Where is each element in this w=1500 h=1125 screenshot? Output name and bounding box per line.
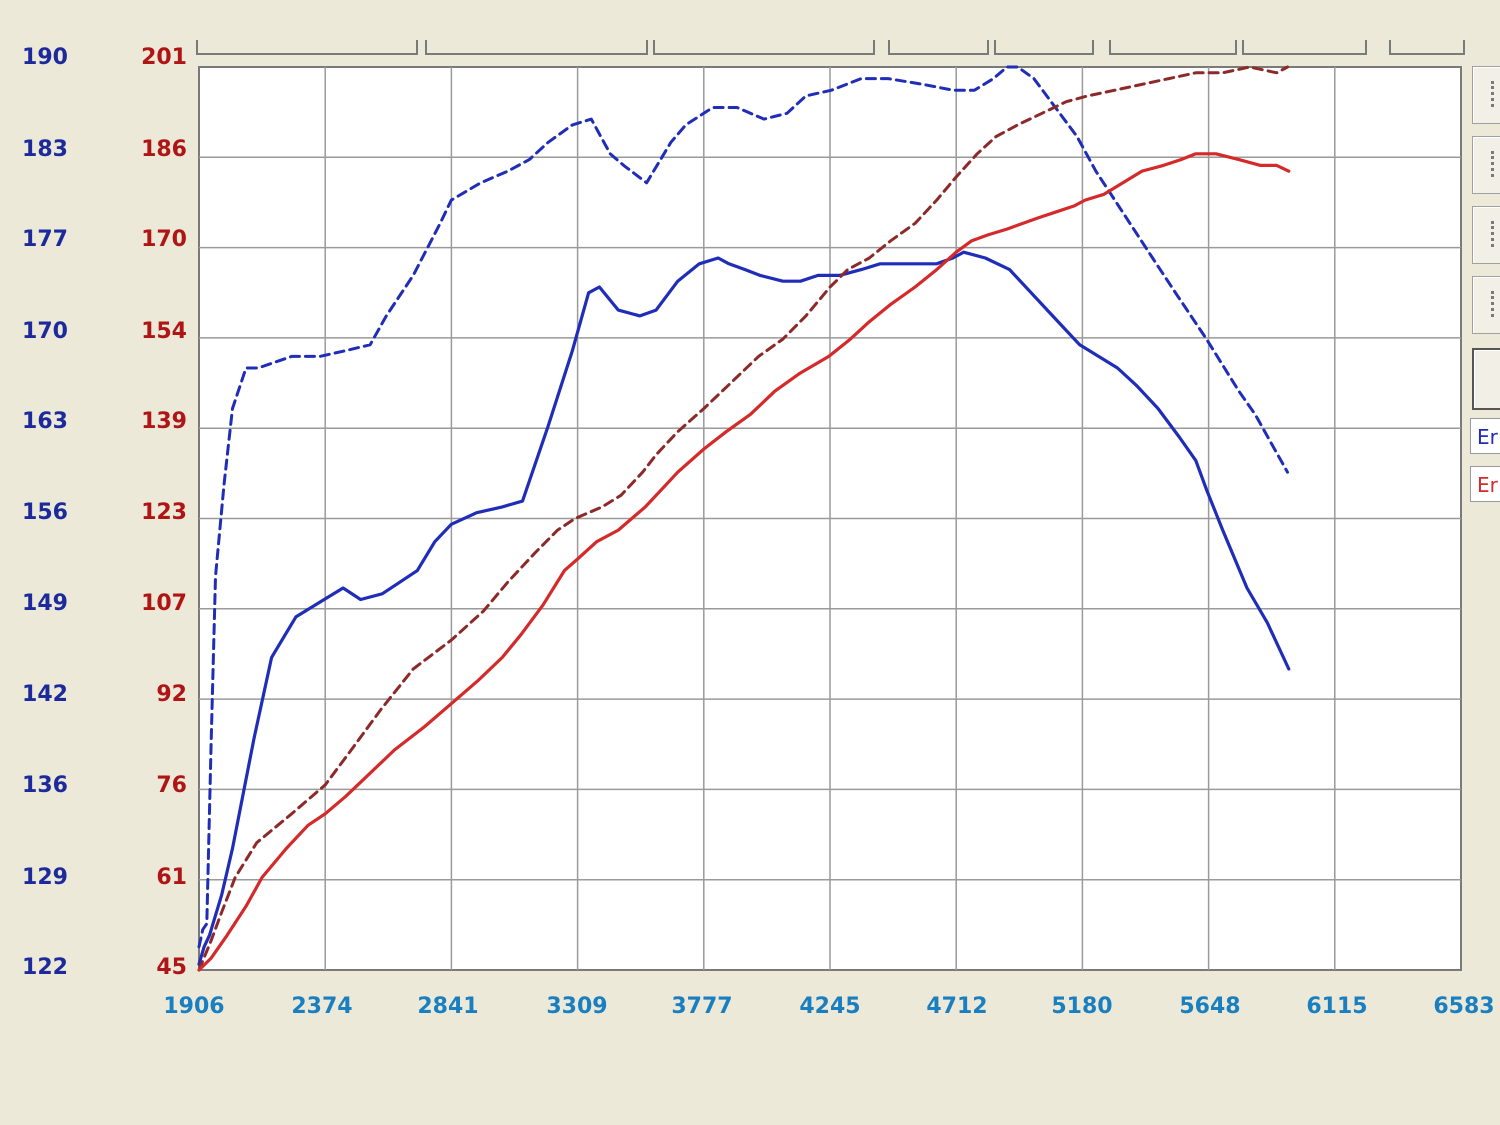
x-tick-label: 4245: [799, 994, 860, 1019]
top-tab[interactable]: [888, 40, 989, 55]
y-tick-label-red: 45: [156, 955, 187, 980]
y-tick-label-blue: 183: [22, 137, 68, 162]
y-tick-label-blue: 170: [22, 319, 68, 344]
top-tab[interactable]: [425, 40, 648, 55]
y-tick-label-red: 107: [141, 591, 187, 616]
x-tick-label: 3777: [671, 994, 732, 1019]
y-tick-label-blue: 149: [22, 591, 68, 616]
legend-label: Er: [1477, 425, 1498, 449]
y-tick-label-red: 201: [141, 45, 187, 70]
y-tick-label-red: 186: [141, 137, 187, 162]
y-tick-label-blue: 190: [22, 45, 68, 70]
top-tab[interactable]: [1109, 40, 1237, 55]
grip-icon: [1491, 291, 1498, 317]
y-tick-label-red: 154: [141, 319, 187, 344]
side-button-4[interactable]: [1472, 276, 1500, 334]
top-tab[interactable]: [994, 40, 1094, 55]
series-line-dark_red-dashed: [197, 65, 1289, 972]
top-tab[interactable]: [1389, 40, 1465, 55]
y-tick-label-red: 92: [156, 682, 187, 707]
side-button-2[interactable]: [1472, 136, 1500, 194]
series-line-blue-dashed: [197, 65, 1289, 949]
y-tick-label-blue: 136: [22, 773, 68, 798]
x-tick-label: 2841: [417, 994, 478, 1019]
x-tick-label: 3309: [546, 994, 607, 1019]
tick-labels: 190 183 177 170 163 156 149 142 136 129 122 201 186 1…: [22, 45, 1495, 1019]
y-tick-label-red: 139: [141, 409, 187, 434]
grip-icon: [1491, 151, 1498, 177]
top-tab[interactable]: [1242, 40, 1367, 55]
series-line-red-solid: [197, 152, 1291, 972]
x-tick-label: 6583: [1433, 994, 1494, 1019]
y-tick-label-blue: 156: [22, 500, 68, 525]
legend-item-red[interactable]: Er: [1470, 466, 1500, 502]
y-tick-label-red: 170: [141, 227, 187, 252]
y-tick-label-blue: 142: [22, 682, 68, 707]
x-tick-label: 2374: [291, 994, 352, 1019]
y-tick-label-blue: 163: [22, 409, 68, 434]
grip-icon: [1491, 81, 1498, 107]
series-line-blue-solid: [197, 250, 1291, 966]
y-tick-label-red: 61: [156, 865, 187, 890]
legend-item-blue[interactable]: Er: [1470, 418, 1500, 454]
gridlines: [199, 67, 1461, 970]
legend-label: Er: [1477, 473, 1498, 497]
y-tick-label-blue: 129: [22, 865, 68, 890]
y-tick-label-blue: 177: [22, 227, 68, 252]
side-button-1[interactable]: [1472, 66, 1500, 124]
y-tick-label-red: 123: [141, 500, 187, 525]
x-tick-label: 4712: [926, 994, 987, 1019]
x-tick-label: 5180: [1051, 994, 1112, 1019]
grip-icon: [1491, 221, 1498, 247]
x-tick-label: 1906: [163, 994, 224, 1019]
side-button-5[interactable]: [1472, 348, 1500, 410]
top-tab[interactable]: [196, 40, 418, 55]
top-tab[interactable]: [653, 40, 875, 55]
series-group: [197, 65, 1291, 972]
x-tick-label: 5648: [1179, 994, 1240, 1019]
x-tick-label: 6115: [1306, 994, 1367, 1019]
side-button-3[interactable]: [1472, 206, 1500, 264]
y-tick-label-blue: 122: [22, 955, 68, 980]
y-tick-label-red: 76: [156, 773, 187, 798]
